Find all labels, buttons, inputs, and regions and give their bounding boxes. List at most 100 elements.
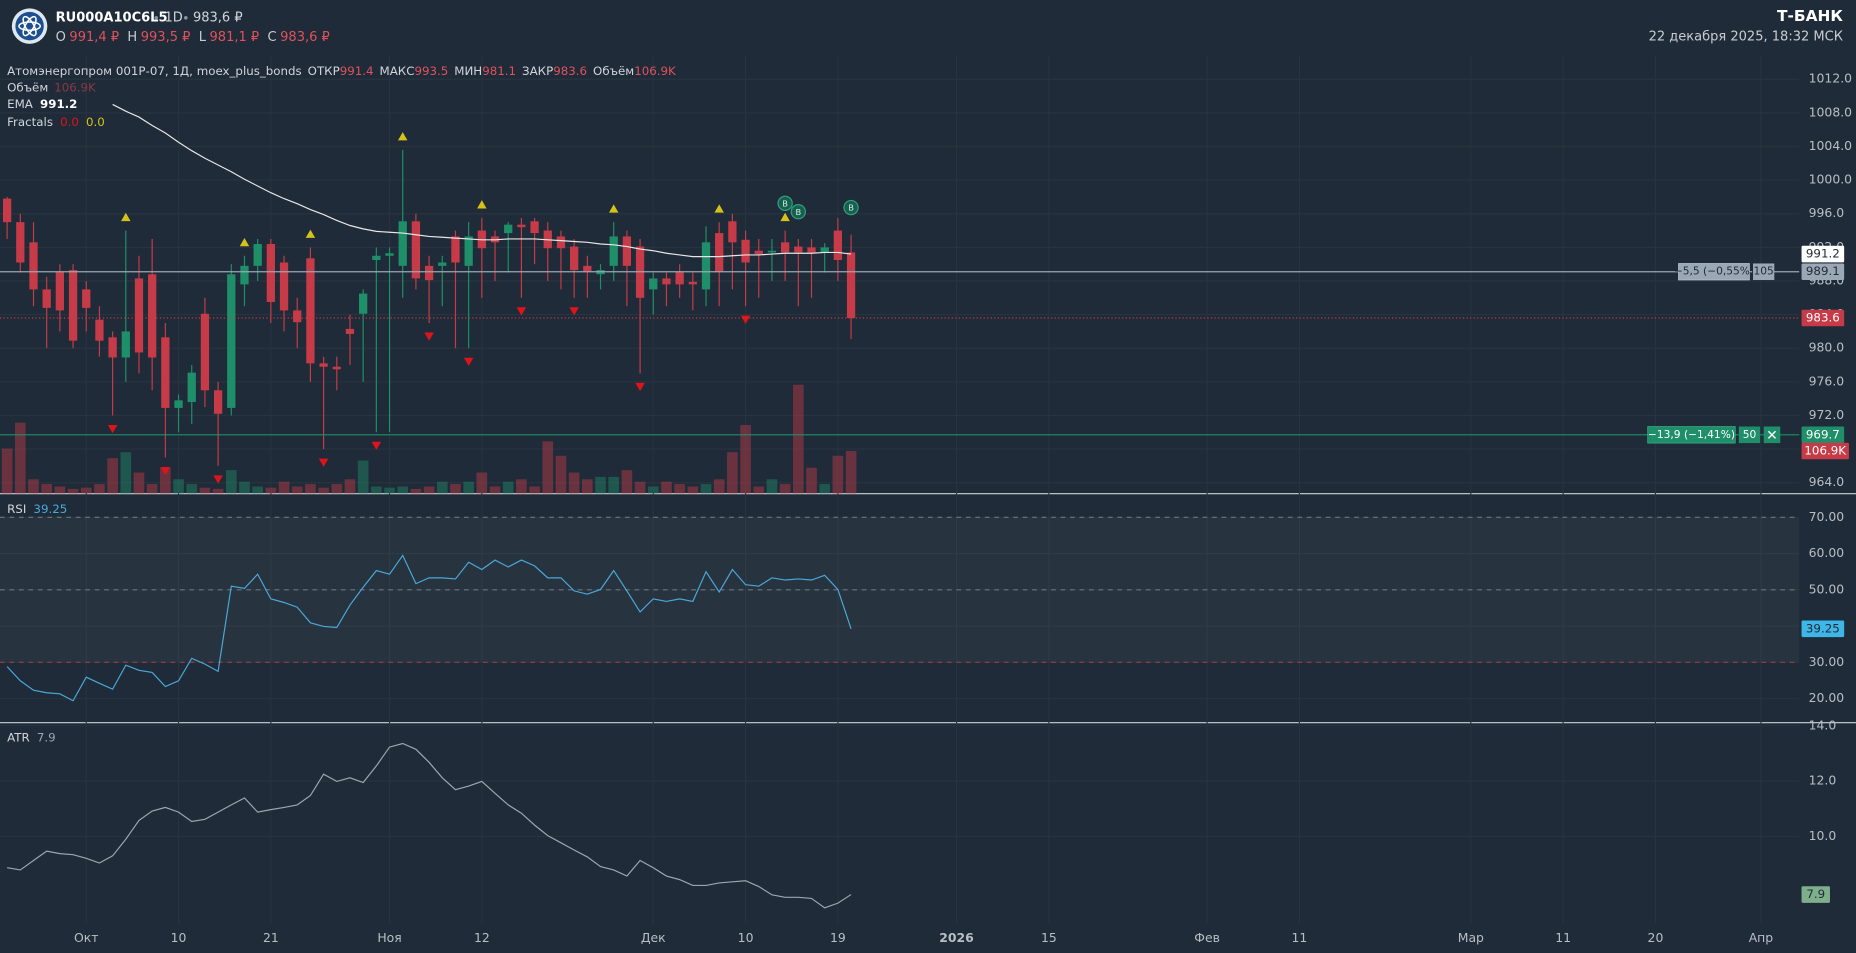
ohlc-value: 983,6 ₽ — [280, 29, 330, 44]
y-tick-label: 1012.0 — [1809, 71, 1853, 86]
legend-row: ATR 7.9 — [7, 730, 56, 744]
legend-key: Объём — [593, 64, 634, 78]
candle-body — [583, 265, 592, 272]
ohlc-item: H 993,5 ₽ — [127, 29, 190, 44]
fractal-down — [371, 441, 382, 451]
candle-body — [187, 372, 196, 403]
volume-bar — [542, 441, 554, 494]
level-quantity: 105 — [1754, 265, 1774, 278]
volume-bar — [94, 484, 105, 494]
candle-body — [833, 230, 843, 260]
y-tick-label: 980.0 — [1809, 340, 1845, 355]
volume-bar — [516, 479, 527, 494]
ohlc-item: L 981,1 ₽ — [199, 29, 260, 44]
ohlc-value: 993,5 ₽ — [141, 29, 191, 44]
volume-bar — [582, 479, 593, 494]
candle-body — [240, 265, 249, 285]
candle-body — [332, 366, 341, 370]
y-tick-label: 996.0 — [1809, 205, 1845, 220]
volume-bar — [555, 455, 567, 494]
candle-body — [227, 274, 236, 408]
y-tick-label: 1004.0 — [1809, 138, 1853, 153]
volume-bar — [318, 487, 329, 494]
candle-body — [622, 236, 632, 266]
volume-label-bg — [1801, 442, 1849, 460]
fractal-down — [213, 475, 223, 484]
volume-bar — [67, 488, 79, 494]
candle-body — [741, 239, 750, 263]
candle-body — [688, 281, 697, 285]
ohlc-key: O — [56, 29, 66, 44]
volume-bar — [766, 479, 778, 494]
candle-body — [319, 363, 328, 367]
y-tick-label: 12.0 — [1809, 773, 1837, 788]
volume-bar — [212, 488, 224, 494]
volume-bar — [661, 481, 672, 494]
y-tick-label: 20.00 — [1809, 690, 1845, 705]
volume-bar — [436, 481, 448, 494]
ohlc-value: 981,1 ₽ — [210, 29, 260, 44]
x-tick-label: 15 — [1041, 930, 1057, 945]
volume-bar — [687, 486, 699, 494]
indicator-line — [6, 554, 852, 702]
level-change: −5,5 (−0,55%) — [1674, 265, 1754, 278]
ohlc-item: O 991,4 ₽ — [56, 29, 119, 44]
volume-bar — [529, 486, 540, 494]
x-tick-label: Ноя — [377, 930, 401, 945]
volume-bar — [806, 467, 817, 494]
candle-body — [464, 236, 473, 266]
y-tick-label: 972.0 — [1809, 407, 1845, 422]
x-tick-label: Фев — [1194, 930, 1220, 945]
y-tick-label: 30.00 — [1809, 654, 1845, 669]
candle-body — [121, 331, 130, 358]
y-tick-label: 1008.0 — [1809, 104, 1853, 119]
fractal-down — [424, 332, 434, 341]
volume-bar — [239, 481, 250, 494]
candle-body — [517, 224, 526, 228]
candle-body — [807, 247, 816, 253]
volume-bar — [344, 479, 356, 494]
logo — [11, 8, 48, 44]
volume-bar — [173, 479, 184, 494]
level-quantity: 50 — [1743, 428, 1757, 441]
volume-bar — [331, 484, 343, 494]
x-tick-label: Окт — [74, 930, 99, 945]
volume-bar — [146, 484, 158, 494]
candle-body — [306, 258, 315, 364]
volume-bar — [423, 486, 435, 494]
level-close-icon — [1767, 430, 1777, 439]
candle-body — [570, 246, 579, 271]
x-tick-label: 11 — [1555, 930, 1571, 945]
level-change-bg — [1647, 426, 1736, 444]
datetime: 22 декабря 2025, 18:32 МСК — [1649, 29, 1843, 44]
candle-body — [794, 246, 803, 253]
volume-bar — [832, 455, 844, 494]
fractal-up — [239, 238, 250, 247]
fractal-up — [714, 204, 724, 213]
signal-marker — [790, 204, 807, 220]
legend-value: 981.1 — [482, 64, 516, 78]
indicator-line — [7, 742, 852, 909]
x-tick-label: 20 — [1648, 930, 1664, 945]
ema-line — [112, 103, 852, 258]
legend-title: Атомэнергопром 001Р-07, 1Д, moex_plus_bo… — [7, 64, 302, 78]
candle-body — [530, 221, 539, 234]
level-change: −13,9 (−1,41%) — [1648, 428, 1735, 441]
candle-body — [504, 224, 513, 234]
legend-value: 991.4 — [340, 64, 374, 78]
candle-body — [200, 313, 210, 391]
legend-value: 39.25 — [33, 502, 67, 516]
x-tick-label: 12 — [474, 930, 490, 945]
fractal-up — [305, 229, 316, 238]
volume-bar — [502, 481, 514, 494]
legend-value: 983.6 — [553, 64, 587, 78]
price: 983,6 ₽ — [193, 10, 243, 25]
volume-bar — [1, 448, 13, 494]
signal-marker — [843, 199, 859, 216]
legend-key: Объём — [7, 80, 48, 94]
ohlc-key: H — [127, 29, 137, 44]
volume-bar — [779, 484, 791, 494]
candle-body — [95, 319, 104, 341]
